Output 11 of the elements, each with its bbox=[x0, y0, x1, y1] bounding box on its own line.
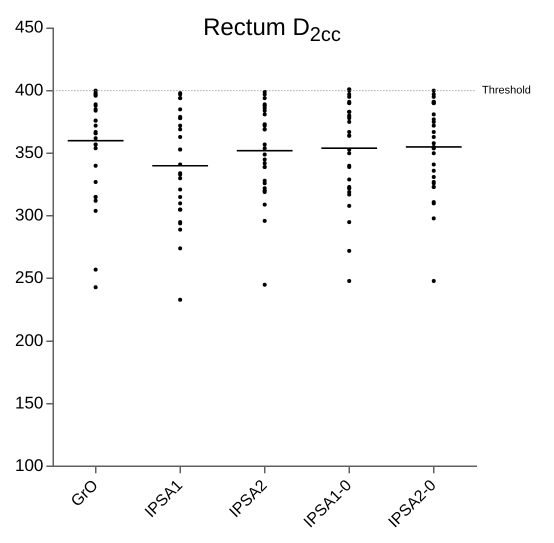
y-tick-label: 400 bbox=[14, 80, 44, 100]
y-tick-label: 250 bbox=[14, 268, 44, 288]
y-tick-label: 100 bbox=[14, 456, 44, 475]
y-tick-label: 200 bbox=[14, 330, 44, 350]
ref-line-label: Threshold bbox=[482, 84, 531, 97]
y-tick-label: 450 bbox=[14, 18, 44, 37]
y-tick-label: 150 bbox=[14, 393, 44, 412]
chart-title: Rectum D$_{2cc}$ bbox=[202, 14, 342, 47]
y-tick-label: 300 bbox=[14, 206, 44, 225]
y-tick-label: 350 bbox=[14, 142, 44, 162]
x-tick-label: GrO bbox=[68, 477, 102, 510]
